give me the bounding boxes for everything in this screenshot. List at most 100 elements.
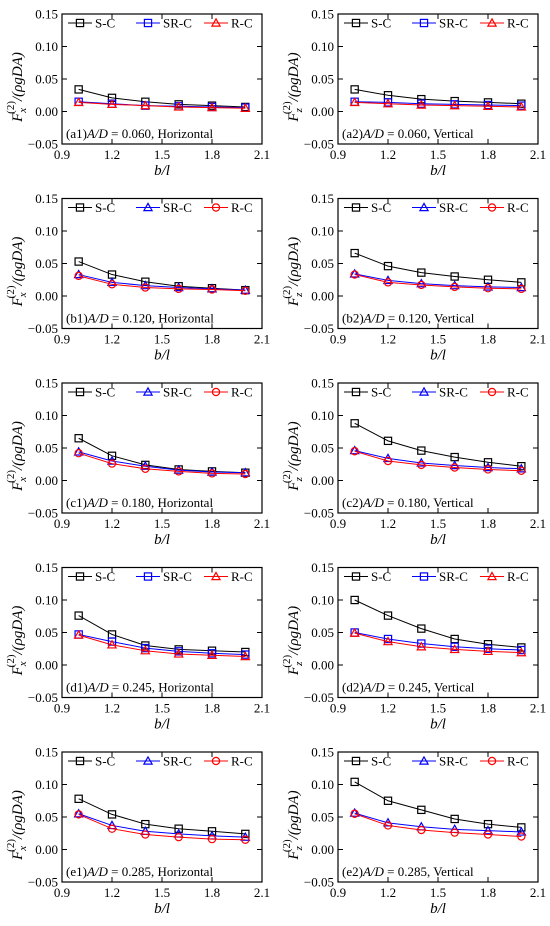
data-point-S-C	[174, 824, 183, 833]
y-axis-label: Fx(2)/(ρgDA)	[5, 790, 29, 861]
data-point-R-C	[73, 97, 84, 107]
data-point-R-C	[73, 629, 84, 639]
data-point-R-C	[383, 278, 393, 287]
x-tick-label: 1.8	[204, 516, 220, 531]
legend-marker-S-C	[75, 18, 85, 28]
x-axis-label: b/l	[154, 901, 170, 917]
series-line-SR-C	[354, 632, 522, 651]
plot-frame	[61, 566, 263, 699]
legend-label-R-C: R-C	[507, 385, 529, 400]
data-point-R-C	[450, 828, 459, 837]
x-axis-label: b/l	[430, 901, 446, 917]
data-point-R-C	[107, 459, 117, 468]
data-point-SR-C	[240, 284, 251, 294]
x-tick-label: 0.9	[330, 701, 346, 716]
data-point-SR-C	[516, 826, 527, 836]
legend-label-SR-C: SR-C	[163, 754, 192, 769]
data-point-R-C	[174, 284, 183, 294]
legend-marker-SR-C	[419, 572, 429, 581]
series-line-R-C	[78, 452, 246, 475]
y-tick-label: 0.10	[35, 777, 58, 792]
data-point-S-C	[450, 272, 459, 281]
legend-label-S-C: S-C	[371, 569, 391, 584]
series-line-R-C	[354, 813, 522, 837]
y-tick-label: −0.05	[28, 137, 58, 152]
data-point-R-C	[107, 824, 117, 833]
data-point-R-C	[416, 641, 427, 651]
data-point-R-C	[350, 270, 359, 279]
y-tick-label: −0.05	[304, 690, 334, 705]
legend-label-S-C: S-C	[371, 16, 391, 31]
data-point-S-C	[383, 436, 393, 446]
data-point-R-C	[241, 469, 250, 479]
x-tick-label: 1.8	[480, 147, 496, 162]
data-point-R-C	[174, 832, 183, 842]
series-line-SR-C	[78, 274, 246, 291]
legend-marker-SR-C	[419, 18, 429, 28]
legend-label-S-C: S-C	[371, 385, 391, 400]
y-tick-label: 0.05	[311, 256, 334, 271]
y-axis-label: Fx(2)/(ρgDA)	[5, 421, 29, 492]
legend-label-S-C: S-C	[95, 569, 115, 584]
legend-label-R-C: R-C	[231, 754, 253, 769]
data-point-R-C	[417, 825, 426, 835]
legend-marker-S-C	[351, 203, 361, 212]
x-tick-label: 1.8	[204, 147, 220, 162]
data-point-SR-C	[416, 278, 427, 288]
y-tick-label: 0.00	[35, 658, 58, 673]
y-tick-label: 0.05	[35, 810, 58, 825]
y-tick-label: 0.15	[311, 376, 334, 391]
legend-marker-SR-C	[142, 202, 154, 212]
data-point-R-C	[74, 449, 83, 458]
data-point-S-C	[241, 829, 250, 839]
y-tick-label: 0.00	[311, 104, 334, 119]
y-tick-label: 0.05	[35, 72, 58, 87]
x-tick-label: 1.8	[204, 701, 220, 716]
y-tick-label: 0.00	[35, 473, 58, 488]
y-tick-label: 0.10	[35, 39, 58, 54]
data-point-R-C	[350, 809, 359, 818]
legend-label-S-C: S-C	[95, 754, 115, 769]
series-line-R-C	[354, 450, 522, 472]
series-line-S-C	[78, 437, 246, 474]
panel-label: (d2)A/D = 0.245, Vertical	[342, 680, 475, 695]
y-tick-label: 0.05	[311, 441, 334, 456]
y-tick-label: −0.05	[28, 875, 58, 890]
series-line-S-C	[78, 798, 246, 835]
legend-marker-SR-C	[418, 755, 430, 765]
data-point-R-C	[106, 639, 118, 649]
y-tick-label: 0.00	[35, 104, 58, 119]
data-point-R-C	[173, 101, 184, 111]
y-tick-label: −0.05	[304, 321, 334, 336]
chart-panel-1: 0.9 1.2 1.5 1.8 2.1 −0.05 0.00 0.05 0.10 0.15 b/l F…	[5, 7, 270, 180]
x-tick-label: 2.1	[530, 332, 546, 347]
legend-label-R-C: R-C	[231, 16, 253, 31]
data-point-S-C	[74, 611, 83, 620]
legend-marker-S-C	[351, 572, 361, 581]
x-axis-label: b/l	[154, 163, 170, 179]
x-tick-label: 2.1	[530, 147, 546, 162]
x-tick-label: 1.5	[430, 516, 446, 531]
data-point-R-C	[241, 286, 250, 295]
data-point-SR-C	[241, 650, 250, 659]
series-line-SR-C	[78, 813, 246, 838]
x-tick-label: 1.5	[430, 147, 446, 162]
x-tick-label: 2.1	[530, 516, 546, 531]
x-tick-label: 0.9	[330, 147, 346, 162]
series-line-R-C	[354, 101, 522, 108]
chart-panel-9: 0.9 1.2 1.5 1.8 2.1 −0.05 0.00 0.05 0.10 0.15 b/l F…	[5, 745, 270, 918]
x-tick-label: 1.8	[480, 516, 496, 531]
data-point-SR-C	[349, 807, 360, 817]
legend-label-R-C: R-C	[507, 200, 529, 215]
data-point-SR-C	[483, 644, 493, 653]
data-point-R-C	[141, 830, 150, 839]
data-point-S-C	[417, 624, 426, 633]
data-point-R-C	[349, 627, 360, 637]
plot-frame	[337, 566, 539, 699]
x-tick-label: 0.9	[330, 885, 346, 900]
x-tick-label: 1.2	[104, 332, 120, 347]
panel-label: (e1)A/D = 0.285, Horizontal	[66, 864, 213, 879]
legend-label-R-C: R-C	[507, 569, 529, 584]
data-point-R-C	[382, 98, 394, 108]
x-tick-label: 2.1	[254, 147, 270, 162]
